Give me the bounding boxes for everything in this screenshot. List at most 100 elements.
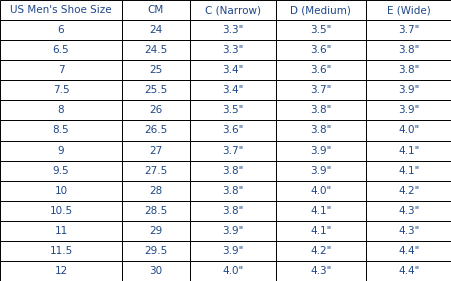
Bar	[122, 60, 189, 80]
Text: 26.5: 26.5	[144, 125, 167, 135]
Text: 25.5: 25.5	[144, 85, 167, 95]
Text: 3.3": 3.3"	[221, 45, 243, 55]
Bar	[122, 201, 189, 221]
Text: 3.8": 3.8"	[397, 65, 419, 75]
Text: 28: 28	[149, 186, 162, 196]
Text: 10.5: 10.5	[49, 206, 73, 216]
Text: 4.0": 4.0"	[221, 266, 243, 276]
Bar	[365, 140, 451, 160]
Text: 4.1": 4.1"	[397, 146, 419, 156]
Bar	[365, 241, 451, 261]
Text: 28.5: 28.5	[144, 206, 167, 216]
Bar	[275, 201, 365, 221]
Bar	[275, 160, 365, 181]
Text: 24: 24	[149, 25, 162, 35]
Text: 27: 27	[149, 146, 162, 156]
Text: 3.8": 3.8"	[397, 45, 419, 55]
Bar	[122, 0, 189, 20]
Text: 3.7": 3.7"	[397, 25, 419, 35]
Bar	[0, 140, 122, 160]
Text: 3.7": 3.7"	[221, 146, 243, 156]
Bar	[365, 201, 451, 221]
Bar	[0, 40, 122, 60]
Bar	[189, 0, 275, 20]
Bar	[0, 241, 122, 261]
Bar	[365, 261, 451, 281]
Text: 4.4": 4.4"	[397, 266, 419, 276]
Bar	[275, 20, 365, 40]
Bar	[0, 121, 122, 140]
Bar	[0, 80, 122, 100]
Bar	[275, 261, 365, 281]
Bar	[365, 20, 451, 40]
Bar	[122, 261, 189, 281]
Bar	[189, 261, 275, 281]
Text: E (Wide): E (Wide)	[387, 5, 430, 15]
Bar	[0, 201, 122, 221]
Text: 3.6": 3.6"	[309, 65, 331, 75]
Text: 4.4": 4.4"	[397, 246, 419, 256]
Bar	[0, 160, 122, 181]
Bar	[189, 221, 275, 241]
Text: 10: 10	[54, 186, 68, 196]
Text: 4.3": 4.3"	[397, 226, 419, 236]
Text: 4.3": 4.3"	[309, 266, 331, 276]
Text: 4.1": 4.1"	[309, 206, 331, 216]
Text: 3.9": 3.9"	[309, 166, 331, 176]
Text: 3.8": 3.8"	[221, 166, 243, 176]
Bar	[189, 80, 275, 100]
Text: 4.2": 4.2"	[397, 186, 419, 196]
Text: 4.1": 4.1"	[309, 226, 331, 236]
Bar	[189, 140, 275, 160]
Bar	[275, 221, 365, 241]
Bar	[0, 20, 122, 40]
Bar	[0, 100, 122, 121]
Text: 24.5: 24.5	[144, 45, 167, 55]
Text: 3.9": 3.9"	[309, 146, 331, 156]
Text: 3.4": 3.4"	[221, 85, 243, 95]
Bar	[275, 181, 365, 201]
Text: 7.5: 7.5	[53, 85, 69, 95]
Bar	[365, 100, 451, 121]
Text: 12: 12	[54, 266, 68, 276]
Text: 9.5: 9.5	[53, 166, 69, 176]
Bar	[365, 0, 451, 20]
Text: 3.8": 3.8"	[221, 186, 243, 196]
Bar	[189, 20, 275, 40]
Text: 3.8": 3.8"	[309, 105, 331, 115]
Text: 26: 26	[149, 105, 162, 115]
Bar	[189, 100, 275, 121]
Bar	[365, 181, 451, 201]
Text: 11.5: 11.5	[49, 246, 73, 256]
Bar	[365, 60, 451, 80]
Bar	[122, 160, 189, 181]
Text: CM: CM	[147, 5, 164, 15]
Text: 29.5: 29.5	[144, 246, 167, 256]
Text: D (Medium): D (Medium)	[290, 5, 350, 15]
Bar	[275, 140, 365, 160]
Text: 3.9": 3.9"	[397, 85, 419, 95]
Bar	[122, 40, 189, 60]
Text: 4.0": 4.0"	[397, 125, 419, 135]
Text: 27.5: 27.5	[144, 166, 167, 176]
Bar	[189, 40, 275, 60]
Bar	[122, 241, 189, 261]
Bar	[275, 121, 365, 140]
Bar	[275, 100, 365, 121]
Bar	[122, 100, 189, 121]
Bar	[365, 221, 451, 241]
Bar	[122, 80, 189, 100]
Text: 4.2": 4.2"	[309, 246, 331, 256]
Bar	[189, 241, 275, 261]
Text: 25: 25	[149, 65, 162, 75]
Text: 3.6": 3.6"	[221, 125, 243, 135]
Bar	[189, 181, 275, 201]
Bar	[365, 80, 451, 100]
Text: 8: 8	[58, 105, 64, 115]
Text: 3.9": 3.9"	[221, 246, 243, 256]
Text: 3.5": 3.5"	[221, 105, 243, 115]
Bar	[0, 261, 122, 281]
Bar	[275, 40, 365, 60]
Bar	[0, 60, 122, 80]
Text: 4.1": 4.1"	[397, 166, 419, 176]
